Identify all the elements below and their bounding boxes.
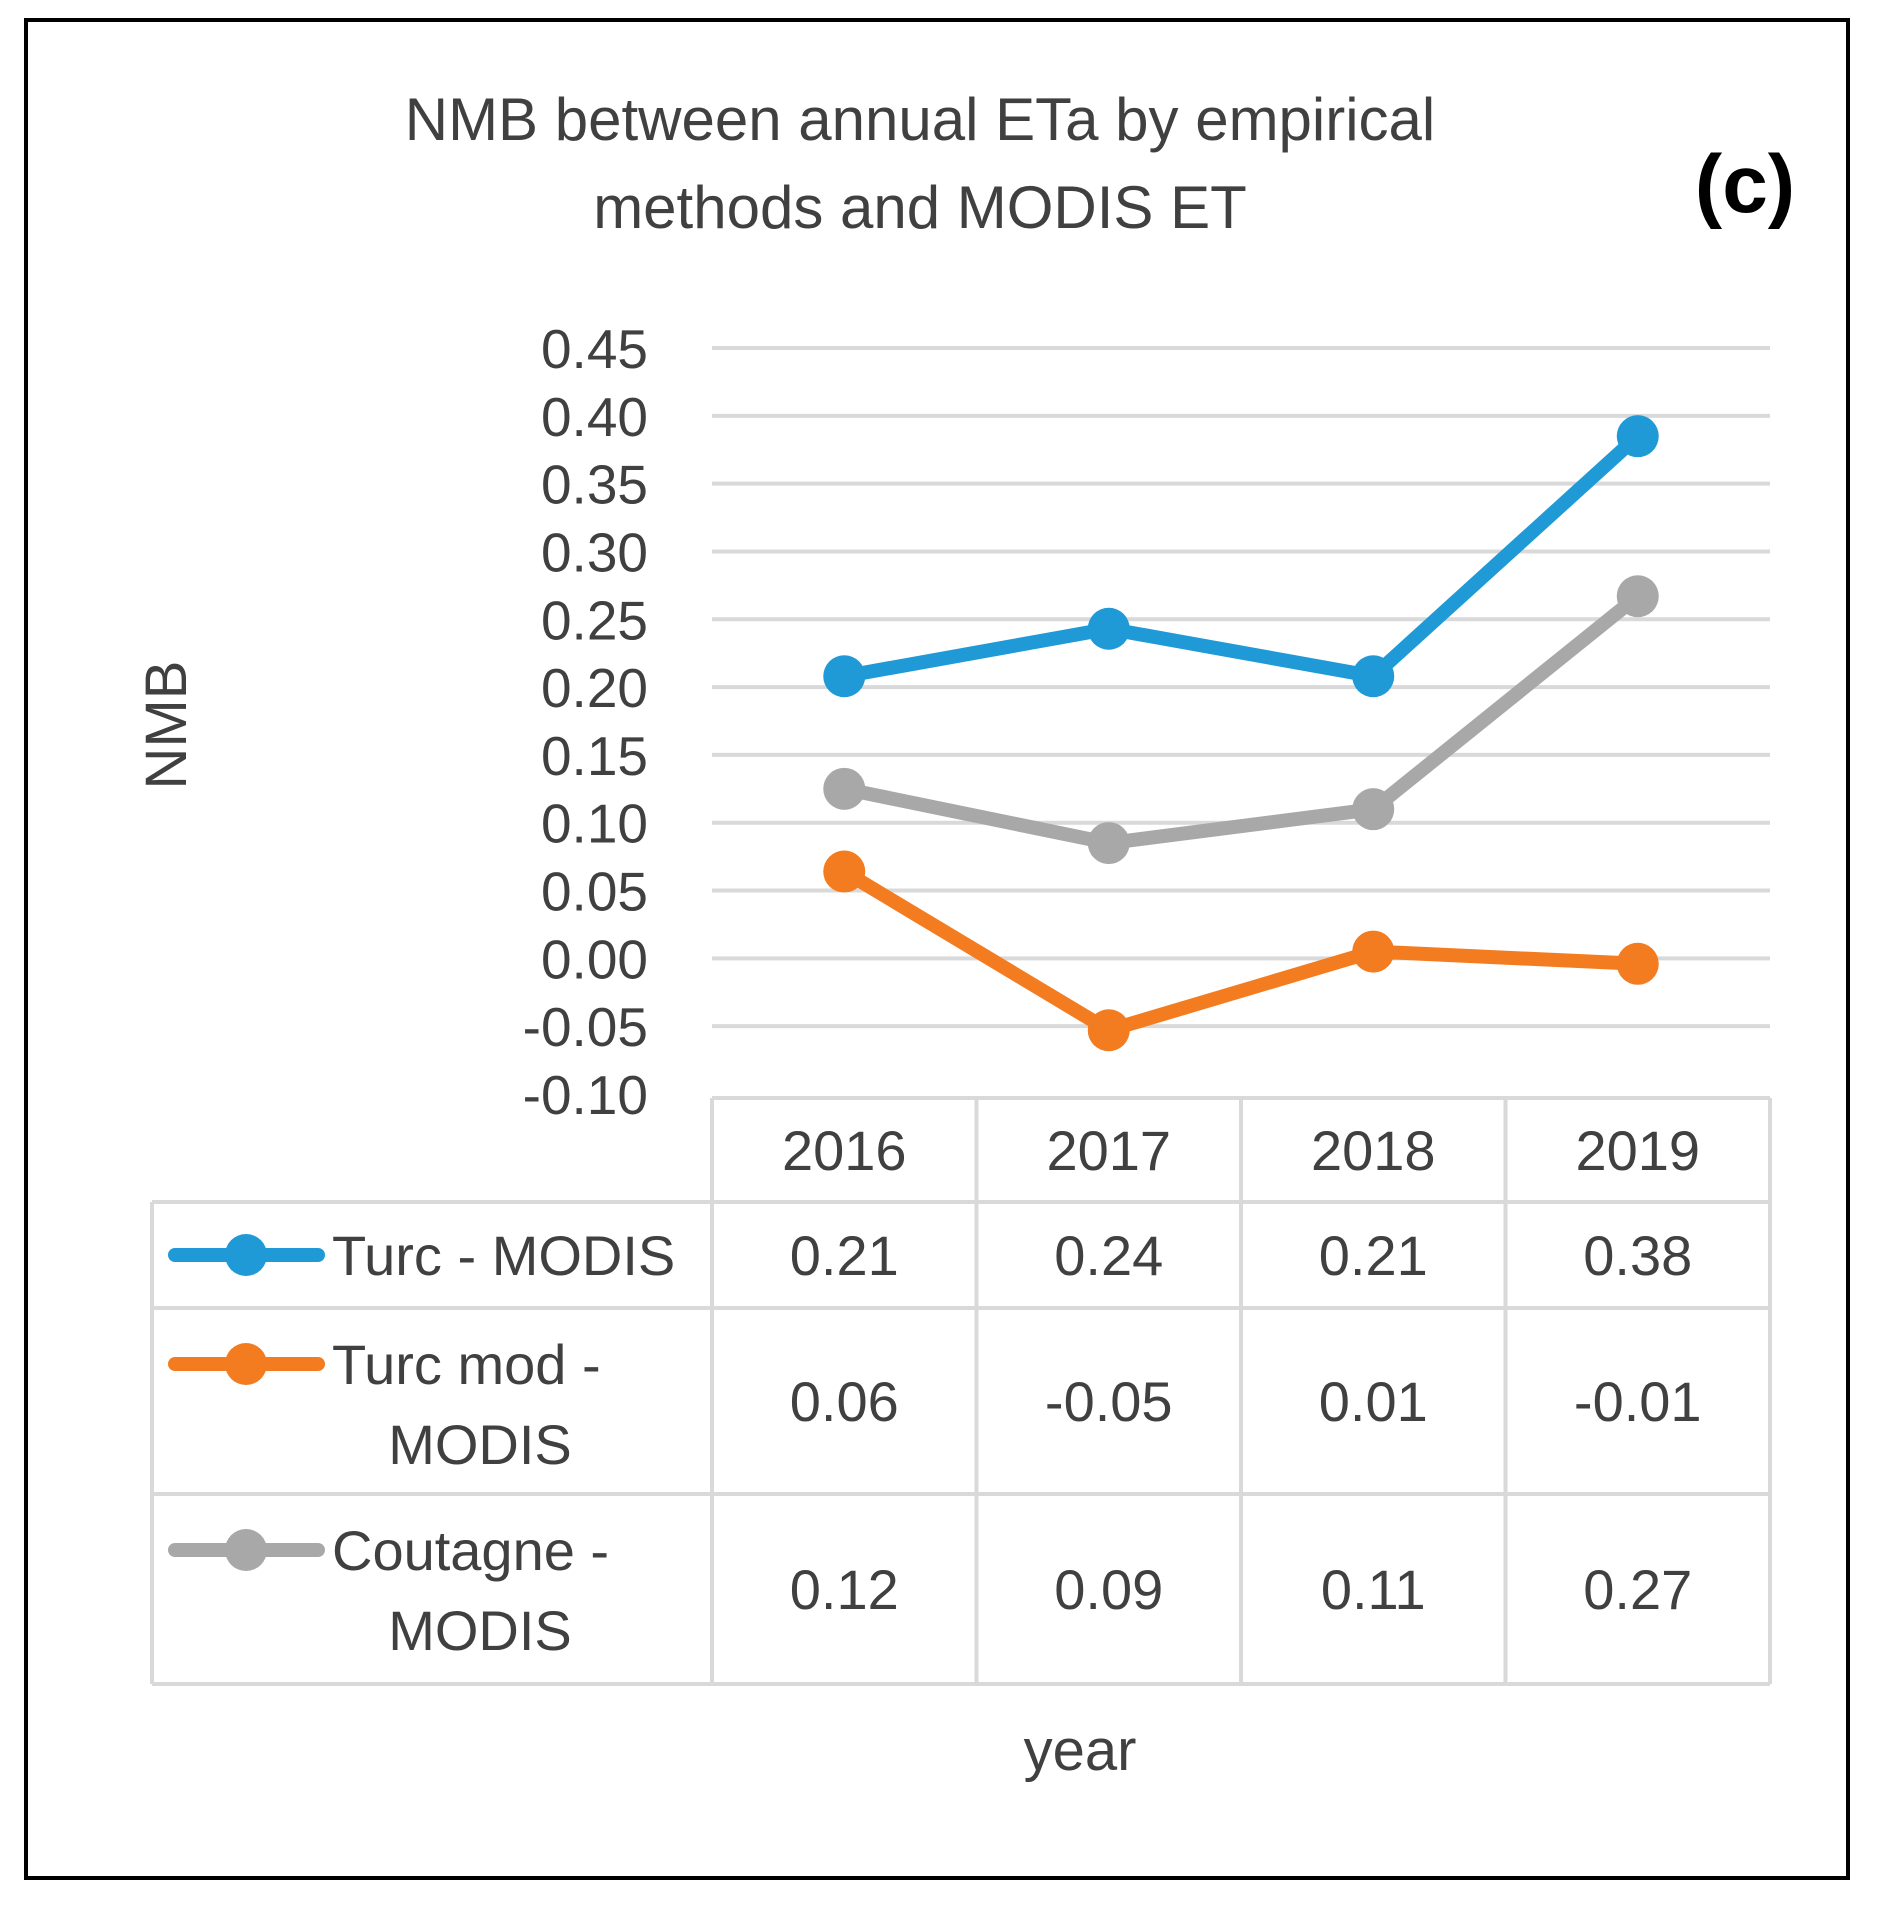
x-tick-label: 2017 — [1046, 1119, 1171, 1182]
legend-label: MODIS — [388, 1599, 572, 1662]
table-cell-value: 0.38 — [1583, 1224, 1692, 1287]
y-tick-label: 0.20 — [541, 657, 648, 719]
table-cell-value: 0.21 — [1319, 1224, 1428, 1287]
chart-title-line-2: methods and MODIS ET — [593, 174, 1247, 241]
series-line-turc_mod — [837, 864, 1645, 1038]
table-cell-value: 0.21 — [790, 1224, 899, 1287]
y-tick-label: 0.15 — [541, 725, 648, 787]
y-tick-label: 0.35 — [541, 454, 648, 516]
series-lines — [837, 429, 1645, 1038]
table-cell-value: 0.01 — [1319, 1370, 1428, 1433]
x-tick-label: 2018 — [1311, 1119, 1436, 1182]
y-tick-label: -0.05 — [523, 996, 648, 1058]
y-tick-label: 0.30 — [541, 521, 648, 583]
table-cell-value: 0.24 — [1054, 1224, 1163, 1287]
data-point-coutagne — [1352, 788, 1395, 831]
table-cell-value: -0.01 — [1574, 1370, 1702, 1433]
table-cell-value: -0.05 — [1045, 1370, 1173, 1433]
series-line-turc — [837, 429, 1645, 684]
grid-lines — [712, 346, 1770, 1029]
data-point-turc_mod — [1616, 942, 1659, 985]
data-point-turc — [1352, 655, 1395, 698]
legend-key-marker-turc_mod — [225, 1343, 267, 1385]
chart-title-line-1: NMB between annual ETa by empirical — [405, 86, 1436, 153]
table-cell-value: 0.09 — [1054, 1558, 1163, 1621]
legend-label: Turc mod - — [332, 1333, 601, 1396]
table-cell-value: 0.12 — [790, 1558, 899, 1621]
table-cell-value: 0.06 — [790, 1370, 899, 1433]
data-point-coutagne — [1616, 575, 1659, 618]
data-point-turc_mod — [823, 850, 866, 893]
x-axis-label: year — [1024, 1718, 1137, 1783]
table-cell-value: 0.11 — [1321, 1558, 1426, 1621]
x-tick-label: 2016 — [782, 1119, 907, 1182]
y-tick-label: 0.40 — [541, 386, 648, 448]
y-tick-label: 0.10 — [541, 793, 648, 855]
data-point-turc — [1087, 607, 1130, 650]
legend-key-marker-coutagne — [225, 1529, 267, 1571]
table-cell-value: 0.27 — [1583, 1558, 1692, 1621]
y-tick-label: 0.45 — [541, 318, 648, 380]
data-point-turc — [823, 655, 866, 698]
data-point-coutagne — [823, 767, 866, 810]
data-table: 2016 2017 2018 2019 Turc - MODIS 0.21 0.24 0.21… — [150, 1096, 1772, 1686]
y-tick-label: 0.00 — [541, 928, 648, 990]
series-markers — [823, 415, 1659, 1052]
y-tick-label: -0.10 — [523, 1064, 648, 1126]
figure-frame — [24, 18, 1850, 1880]
data-point-turc_mod — [1352, 930, 1395, 973]
y-tick-labels: 0.450.400.350.300.250.200.150.100.050.00… — [523, 318, 648, 1126]
data-point-coutagne — [1087, 822, 1130, 865]
panel-label: (c) — [1695, 139, 1795, 230]
legend-label: Turc - MODIS — [332, 1224, 675, 1287]
legend-label: Coutagne - — [332, 1519, 609, 1582]
y-tick-label: 0.05 — [541, 861, 648, 923]
y-tick-label: 0.25 — [541, 589, 648, 651]
legend-key-marker-turc — [225, 1234, 267, 1276]
data-point-turc — [1616, 415, 1659, 458]
y-axis-label: NMB — [134, 661, 199, 790]
legend-label: MODIS — [388, 1413, 572, 1476]
data-point-turc_mod — [1087, 1009, 1130, 1052]
x-tick-label: 2019 — [1575, 1119, 1700, 1182]
series-line-coutagne — [837, 589, 1645, 851]
